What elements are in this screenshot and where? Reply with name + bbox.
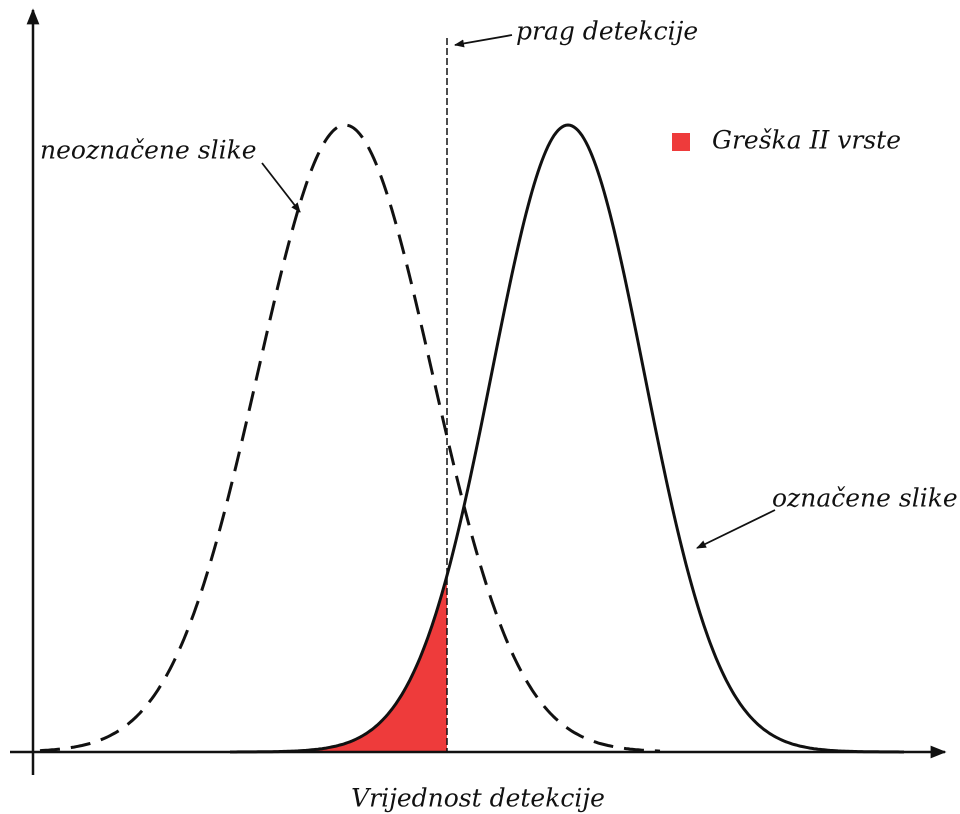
threshold-label: prag detekcije bbox=[516, 17, 698, 46]
positive-label: označene slike bbox=[772, 484, 958, 513]
legend-swatch bbox=[672, 133, 690, 151]
threshold-arrow bbox=[454, 34, 513, 48]
x-axis-label: Vrijednost detekcije bbox=[351, 784, 605, 813]
positive-arrow bbox=[696, 509, 776, 549]
positive-curve bbox=[230, 123, 904, 754]
negative-curve bbox=[39, 123, 661, 753]
negative-label: neoznačene slike bbox=[40, 136, 257, 165]
legend-label: Greška II vrste bbox=[712, 126, 901, 155]
negative-arrow bbox=[261, 162, 301, 213]
type-ii-error-area bbox=[230, 575, 447, 752]
